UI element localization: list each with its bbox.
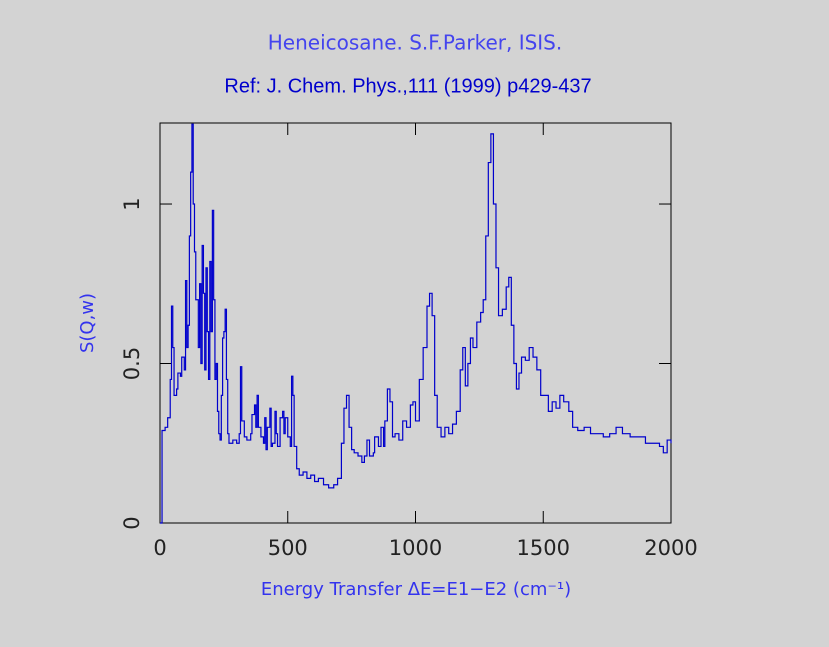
y-tick-label: 0.5 [120,347,144,380]
x-tick-label: 500 [268,536,308,560]
chart-title: Heneicosane. S.F.Parker, ISIS. [268,31,562,55]
x-tick-label: 0 [153,536,166,560]
y-axis-label: S(Q,w) [77,293,98,353]
x-tick-label: 1500 [517,536,570,560]
y-tick-label: 1 [120,197,144,210]
x-axis-label: Energy Transfer ΔE=E1−E2 (cm⁻¹) [261,579,571,600]
y-tick-label: 0 [120,516,144,529]
x-tick-label: 2000 [644,536,697,560]
x-tick-label: 1000 [389,536,442,560]
chart-subtitle: Ref: J. Chem. Phys.,111 (1999) p429-437 [224,75,591,97]
data-line [160,123,672,524]
